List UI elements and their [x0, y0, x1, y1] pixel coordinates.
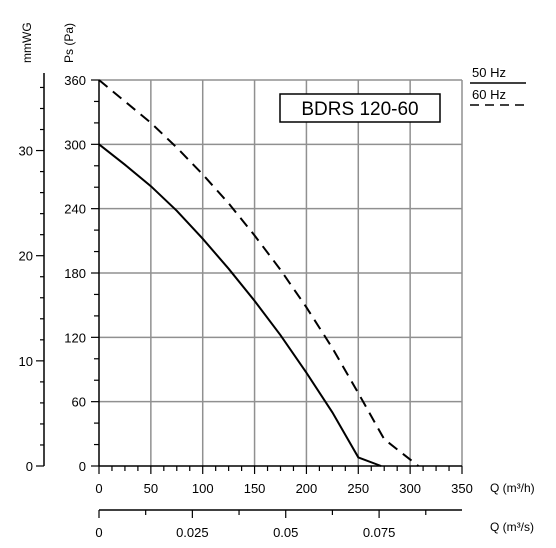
- model-label: BDRS 120-60: [301, 99, 418, 120]
- pressure-tick-label: 60: [72, 395, 86, 410]
- pressure-tick-label: 0: [79, 459, 86, 474]
- pressure-tick-label: 180: [64, 266, 86, 281]
- flow-m3s-tick-label: 0: [95, 525, 102, 540]
- model-label-box: BDRS 120-60: [279, 93, 441, 123]
- flow-m3h-tick-label: 350: [451, 481, 473, 496]
- pressure-tick-label: 240: [64, 202, 86, 217]
- flow-m3h-tick-label: 150: [244, 481, 266, 496]
- flow-m3s-tick-label: 0.05: [273, 525, 298, 540]
- flow-m3h-tick-label: 250: [347, 481, 369, 496]
- mmwg-axis-title: mmWG: [20, 22, 34, 63]
- curve-60hz: [98, 79, 420, 467]
- grid-lines: [99, 79, 463, 466]
- pressure-tick-label: 300: [64, 137, 86, 152]
- flow-m3h-axis-title: Q (m³/h): [490, 481, 535, 495]
- flow-m3s-tick-label: 0.025: [176, 525, 209, 540]
- pressure-tick-label: 120: [64, 330, 86, 345]
- flow-m3h-tick-label: 0: [95, 481, 102, 496]
- flow-m3h-tick-label: 50: [144, 481, 158, 496]
- flow-m3h-tick-label: 100: [192, 481, 214, 496]
- legend-label-60hz: 60 Hz: [472, 87, 506, 102]
- flow-m3s-tick-label: 0.075: [363, 525, 396, 540]
- pressure-tick-label: 360: [64, 73, 86, 88]
- mmwg-tick-label: 0: [26, 459, 33, 474]
- mmwg-tick-label: 20: [19, 249, 33, 264]
- flow-m3s-axis-title: Q (m³/s): [490, 520, 534, 534]
- pressure-axis-title: Ps (Pa): [62, 23, 76, 63]
- flow-m3h-tick-label: 300: [399, 481, 421, 496]
- legend-label-50hz: 50 Hz: [472, 65, 506, 80]
- flow-m3h-tick-label: 200: [296, 481, 318, 496]
- mmwg-tick-label: 30: [19, 144, 33, 159]
- series-curves: [98, 79, 420, 467]
- mmwg-tick-label: 10: [19, 354, 33, 369]
- legend: 50 Hz 60 Hz: [470, 65, 526, 106]
- curve-50hz: [98, 143, 382, 467]
